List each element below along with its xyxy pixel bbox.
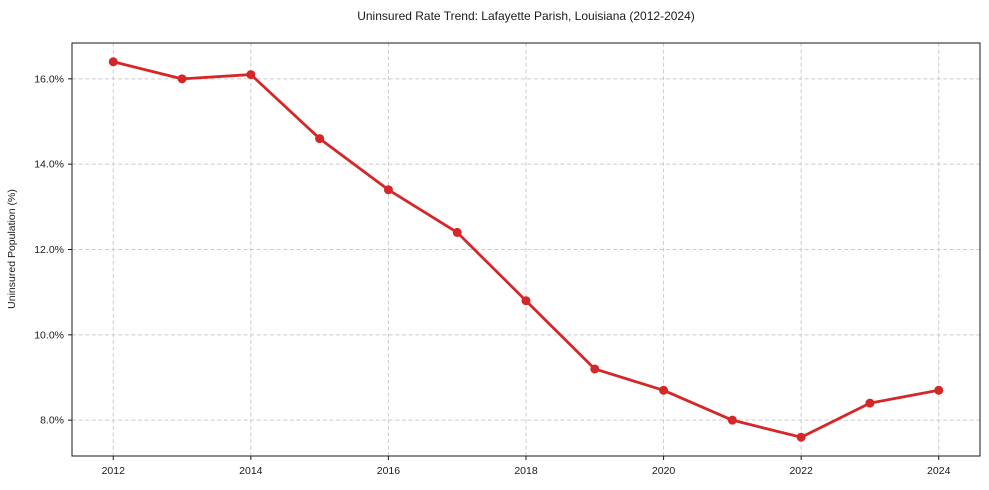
data-point <box>934 385 944 395</box>
gridlines <box>72 43 980 456</box>
x-tick-label: 2018 <box>514 465 538 477</box>
x-tick-label: 2016 <box>377 465 401 477</box>
x-tick-label: 2022 <box>789 465 813 477</box>
data-point <box>796 432 806 442</box>
chart-title: Uninsured Rate Trend: Lafayette Parish, … <box>357 9 695 23</box>
axes: 2012 2014 2016 2018 2020 2022 2024 8.0% 10.0% 12.… <box>34 42 981 477</box>
data-point <box>590 364 600 374</box>
data-point <box>452 227 462 237</box>
data-point <box>865 398 875 408</box>
y-tick-label: 12.0% <box>34 244 64 256</box>
y-tick-label: 16.0% <box>34 73 64 85</box>
x-tick-label: 2020 <box>652 465 676 477</box>
data-point <box>727 415 737 425</box>
data-point <box>521 296 531 306</box>
y-tick-label: 8.0% <box>40 415 64 427</box>
data-point <box>315 134 325 144</box>
data-point <box>246 70 256 80</box>
x-tick-label: 2012 <box>102 465 126 477</box>
y-axis-label: Uninsured Population (%) <box>6 189 18 309</box>
x-tick-label: 2014 <box>239 465 263 477</box>
y-tick-label: 14.0% <box>34 159 64 171</box>
data-point <box>383 185 393 195</box>
data-point <box>659 385 669 395</box>
data-point <box>108 57 118 67</box>
y-tick-label: 10.0% <box>34 329 64 341</box>
series-uninsured-rate <box>108 57 944 442</box>
data-point <box>177 74 187 84</box>
x-tick-label: 2024 <box>927 465 951 477</box>
